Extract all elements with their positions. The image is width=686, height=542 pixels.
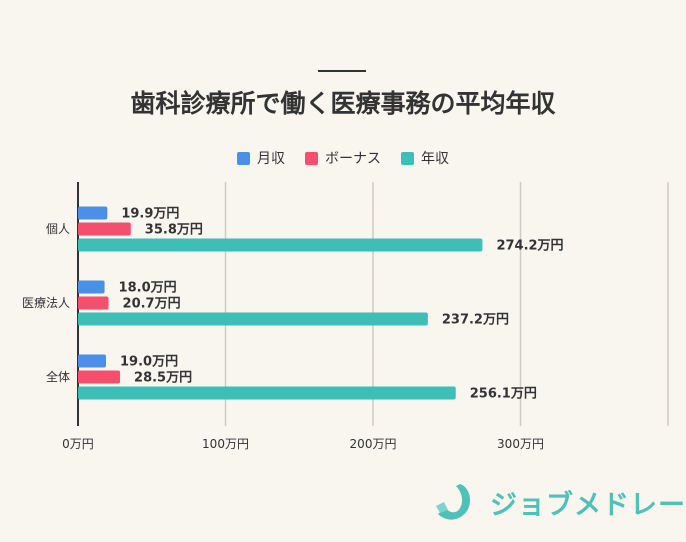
bar (78, 312, 428, 326)
legend-swatch (305, 151, 318, 165)
legend-item-monthly: 月収 (237, 148, 285, 168)
bar (78, 370, 121, 384)
bar (78, 386, 456, 400)
data-label: 274.2万円 (496, 239, 563, 254)
bar (78, 206, 108, 220)
category-label: 全体 (46, 369, 70, 384)
data-label: 237.2万円 (442, 313, 509, 328)
bar (78, 238, 483, 252)
data-label: 256.1万円 (470, 387, 537, 402)
legend-item-annual: 年収 (401, 148, 449, 168)
legend-swatch (401, 151, 414, 165)
legend-label: 年収 (421, 151, 449, 167)
logo-text: ジョブメドレー (490, 489, 686, 521)
bar (78, 280, 105, 294)
legend-label: ボーナス (325, 151, 381, 167)
legend-item-bonus: ボーナス (305, 148, 381, 168)
bar (78, 296, 109, 310)
x-tick-label: 300万円 (497, 437, 544, 451)
x-tick-label: 100万円 (202, 437, 249, 451)
jobmedley-logo: ジョブメドレー (434, 482, 686, 522)
legend-swatch (237, 151, 250, 165)
category-label: 個人 (46, 222, 70, 236)
bar (78, 222, 131, 236)
data-label: 28.5万円 (134, 371, 192, 386)
chart-title: 歯科診療所で働く医療事務の平均年収 (130, 89, 556, 118)
data-label: 20.7万円 (123, 297, 181, 312)
x-tick-label: 200万円 (350, 437, 397, 451)
category-label: 医療法人 (22, 296, 70, 310)
bar (78, 354, 107, 368)
legend: 月収 ボーナス 年収 (0, 148, 686, 168)
x-tick-label: 0万円 (62, 437, 94, 451)
data-label: 19.9万円 (121, 207, 179, 222)
data-label: 19.0万円 (120, 355, 178, 370)
title-decoration-line (318, 70, 366, 72)
legend-label: 月収 (257, 151, 285, 167)
data-label: 18.0万円 (119, 281, 177, 296)
data-label: 35.8万円 (145, 223, 203, 238)
logo-icon (436, 484, 471, 520)
